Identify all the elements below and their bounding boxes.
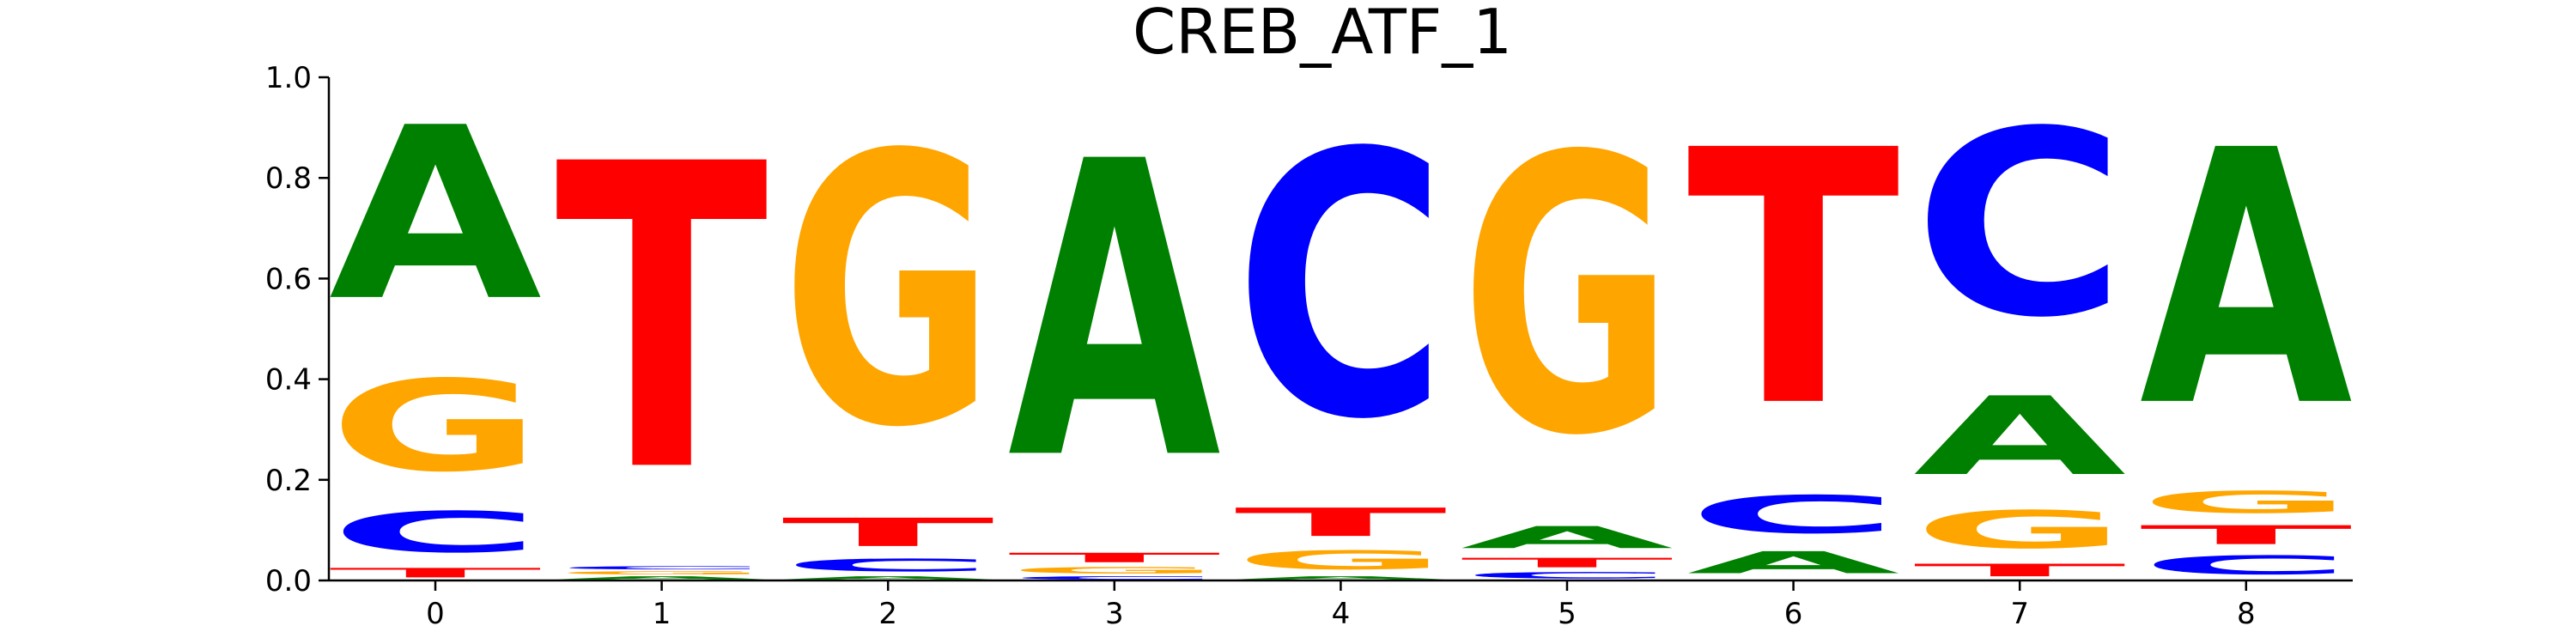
- logo-letter-pos7-G: G: [1913, 500, 2126, 560]
- axes-layer: 0.0 0.2 0.4 0.6 0.8 1.0 0 1 2 3 4 5 6 7 8: [265, 61, 2353, 631]
- logo-letter-pos1-T: T: [556, 77, 770, 564]
- logo-letter-pos5-G: G: [1461, 76, 1674, 519]
- x-tick-label: 4: [1332, 597, 1351, 631]
- logo-letter-pos0-G: G: [329, 354, 542, 500]
- logo-letter-pos8-T: T: [2140, 520, 2354, 550]
- logo-letter-pos5-A: A: [1461, 520, 1674, 556]
- logo-letter-pos5-T: T: [1461, 556, 1675, 571]
- logo-letter-pos4-G: G: [1234, 545, 1447, 575]
- x-tick-label: 3: [1105, 597, 1124, 631]
- logo-letter-pos4-T: T: [1234, 500, 1449, 545]
- logo-letter-pos0-T: T: [329, 565, 544, 580]
- logo-letter-pos0-C: C: [329, 500, 542, 565]
- logo-letter-pos7-T: T: [1913, 560, 2128, 580]
- x-tick-label: 2: [878, 597, 897, 631]
- y-tick-label: 1.0: [265, 61, 312, 95]
- y-tick-label: 0.8: [265, 161, 312, 196]
- logo-letter-pos3-A: A: [1008, 77, 1223, 550]
- chart-title: CREB_ATF_1: [1133, 0, 1512, 68]
- logo-letter-pos8-G: G: [2140, 484, 2353, 519]
- logo-letter-pos6-T: T: [1687, 77, 1902, 484]
- logo-letter-pos0-A: A: [329, 76, 544, 354]
- logo-letter-pos7-C: C: [1913, 76, 2126, 373]
- logo-letter-pos4-C: C: [1234, 77, 1447, 499]
- y-tick-label: 0.2: [265, 464, 312, 498]
- logo-letter-pos4-A: A: [1234, 575, 1447, 580]
- logo-letter-pos2-C: C: [781, 556, 994, 575]
- y-tick-label: 0.0: [265, 564, 312, 598]
- y-tick-label: 0.6: [265, 262, 312, 296]
- logo-letter-pos8-C: C: [2140, 550, 2353, 580]
- logo-letter-pos6-C: C: [1687, 485, 1900, 545]
- logo-letter-pos1-G: G: [556, 570, 769, 575]
- logo-letter-pos1-A: A: [556, 575, 769, 580]
- x-tick-label: 6: [1784, 597, 1803, 631]
- x-tick-label: 5: [1558, 597, 1577, 631]
- x-tick-label: 7: [2010, 597, 2029, 631]
- logo-letter-pos3-T: T: [1008, 550, 1223, 566]
- logo-letter-pos2-T: T: [781, 510, 996, 556]
- logo-letter-pos2-A: A: [781, 575, 994, 580]
- logo-letter-pos3-G: G: [1008, 565, 1221, 575]
- x-tick-label: 0: [426, 597, 445, 631]
- logo-letter-pos7-A: A: [1913, 374, 2126, 500]
- logo-letter-pos2-G: G: [781, 76, 994, 508]
- logo-letter-pos3-C: C: [1008, 575, 1221, 580]
- logo-letter-pos6-A: A: [1687, 545, 1900, 580]
- logo-letter-pos5-C: C: [1461, 570, 1674, 580]
- y-tick-label: 0.4: [265, 363, 312, 398]
- x-tick-label: 1: [653, 597, 671, 631]
- x-tick-label: 8: [2237, 597, 2256, 631]
- logo-letter-pos1-C: C: [556, 565, 769, 570]
- logo-letter-pos8-A: A: [2140, 77, 2354, 484]
